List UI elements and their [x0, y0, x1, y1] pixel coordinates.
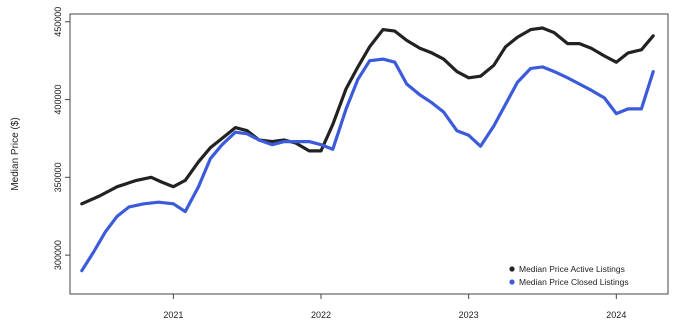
plot-frame — [69, 13, 669, 295]
y-tick-label: 300000 — [53, 240, 63, 270]
y-tick-label: 350000 — [53, 162, 63, 192]
y-axis-title: Median Price ($) — [10, 117, 21, 190]
x-tick-label: 2021 — [163, 310, 183, 320]
series-layer — [80, 26, 655, 273]
y-tick-label: 450000 — [53, 7, 63, 37]
x-tick-label: 2023 — [459, 310, 479, 320]
legend-marker — [509, 266, 515, 272]
y-tick-label: 400000 — [53, 85, 63, 115]
legend: Median Price Active Listings Median Price… — [509, 264, 629, 287]
series-line-active-listings — [80, 26, 655, 206]
legend-label: Median Price Closed Listings — [519, 277, 629, 287]
x-tick-label: 2022 — [311, 310, 331, 320]
x-axis: 2021 2022 2023 2024 — [163, 294, 626, 320]
legend-label: Median Price Active Listings — [519, 264, 625, 274]
x-tick-label: 2024 — [606, 310, 626, 320]
legend-marker — [509, 279, 515, 285]
y-axis: 300000 350000 400000 450000 — [53, 7, 70, 270]
series-line-closed-listings — [80, 57, 655, 273]
